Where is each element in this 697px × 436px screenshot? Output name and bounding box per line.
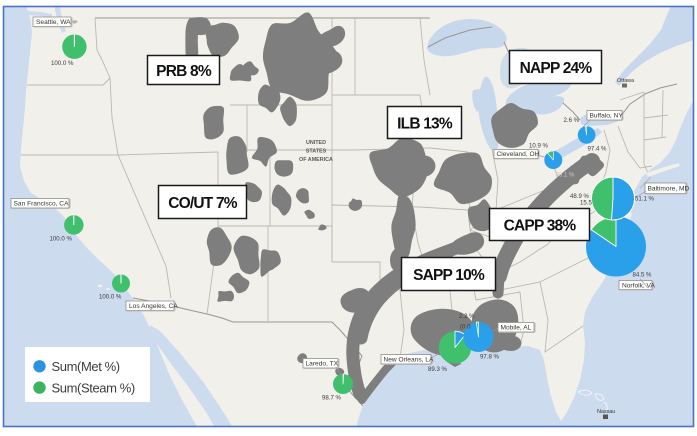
svg-text:(0.0: (0.0 [460, 324, 471, 331]
svg-text:ILB 13%: ILB 13% [397, 116, 453, 133]
svg-text:Nassau: Nassau [597, 409, 615, 415]
svg-text:10.9 %: 10.9 % [529, 143, 549, 150]
svg-text:Seattle, WA: Seattle, WA [36, 19, 71, 26]
svg-text:Los Angeles, CA: Los Angeles, CA [129, 303, 178, 310]
svg-text:OF AMERICA: OF AMERICA [299, 157, 333, 163]
svg-text:CO/UT 7%: CO/UT 7% [168, 195, 238, 212]
svg-text:2.6 %: 2.6 % [564, 117, 580, 124]
svg-text:51.1 %: 51.1 % [635, 196, 655, 203]
svg-text:89.1 %: 89.1 % [556, 172, 576, 179]
svg-text:CAPP 38%: CAPP 38% [504, 218, 577, 235]
svg-text:100.0 %: 100.0 % [99, 294, 122, 301]
svg-text:Ottawa: Ottawa [617, 78, 634, 84]
svg-text:SAPP 10%: SAPP 10% [413, 267, 485, 284]
svg-text:Baltimore, MD: Baltimore, MD [648, 186, 690, 193]
svg-text:Norfolk, VA: Norfolk, VA [622, 282, 655, 289]
svg-text:Mobile, AL: Mobile, AL [501, 325, 532, 332]
svg-text:PRB 8%: PRB 8% [156, 63, 212, 80]
svg-text:97.4 %: 97.4 % [588, 146, 608, 153]
svg-text:New Orleans, LA: New Orleans, LA [384, 357, 434, 364]
svg-text:STATES: STATES [306, 149, 327, 155]
svg-text:97.8 %: 97.8 % [480, 354, 500, 361]
svg-text:100.0 %: 100.0 % [50, 236, 73, 243]
svg-text:15.5: 15.5 [580, 200, 592, 207]
svg-text:2.2 %: 2.2 % [459, 313, 475, 320]
svg-text:San Francisco, CA: San Francisco, CA [14, 201, 70, 208]
svg-text:NAPP 24%: NAPP 24% [520, 60, 593, 77]
svg-text:Sum(Met %): Sum(Met %) [52, 359, 120, 374]
svg-text:84.5 %: 84.5 % [633, 272, 653, 279]
svg-text:Cleveland, OH: Cleveland, OH [497, 151, 540, 158]
svg-text:Buffalo, NY: Buffalo, NY [590, 113, 624, 120]
svg-text:Sum(Steam %): Sum(Steam %) [52, 380, 135, 395]
svg-text:100.0 %: 100.0 % [51, 60, 74, 67]
svg-text:UNITED: UNITED [306, 140, 326, 146]
svg-text:89.3 %: 89.3 % [428, 366, 448, 373]
svg-text:Laredo, TX: Laredo, TX [306, 361, 339, 368]
svg-text:98.7 %: 98.7 % [322, 395, 342, 402]
svg-text:48.9 %: 48.9 % [570, 193, 590, 200]
